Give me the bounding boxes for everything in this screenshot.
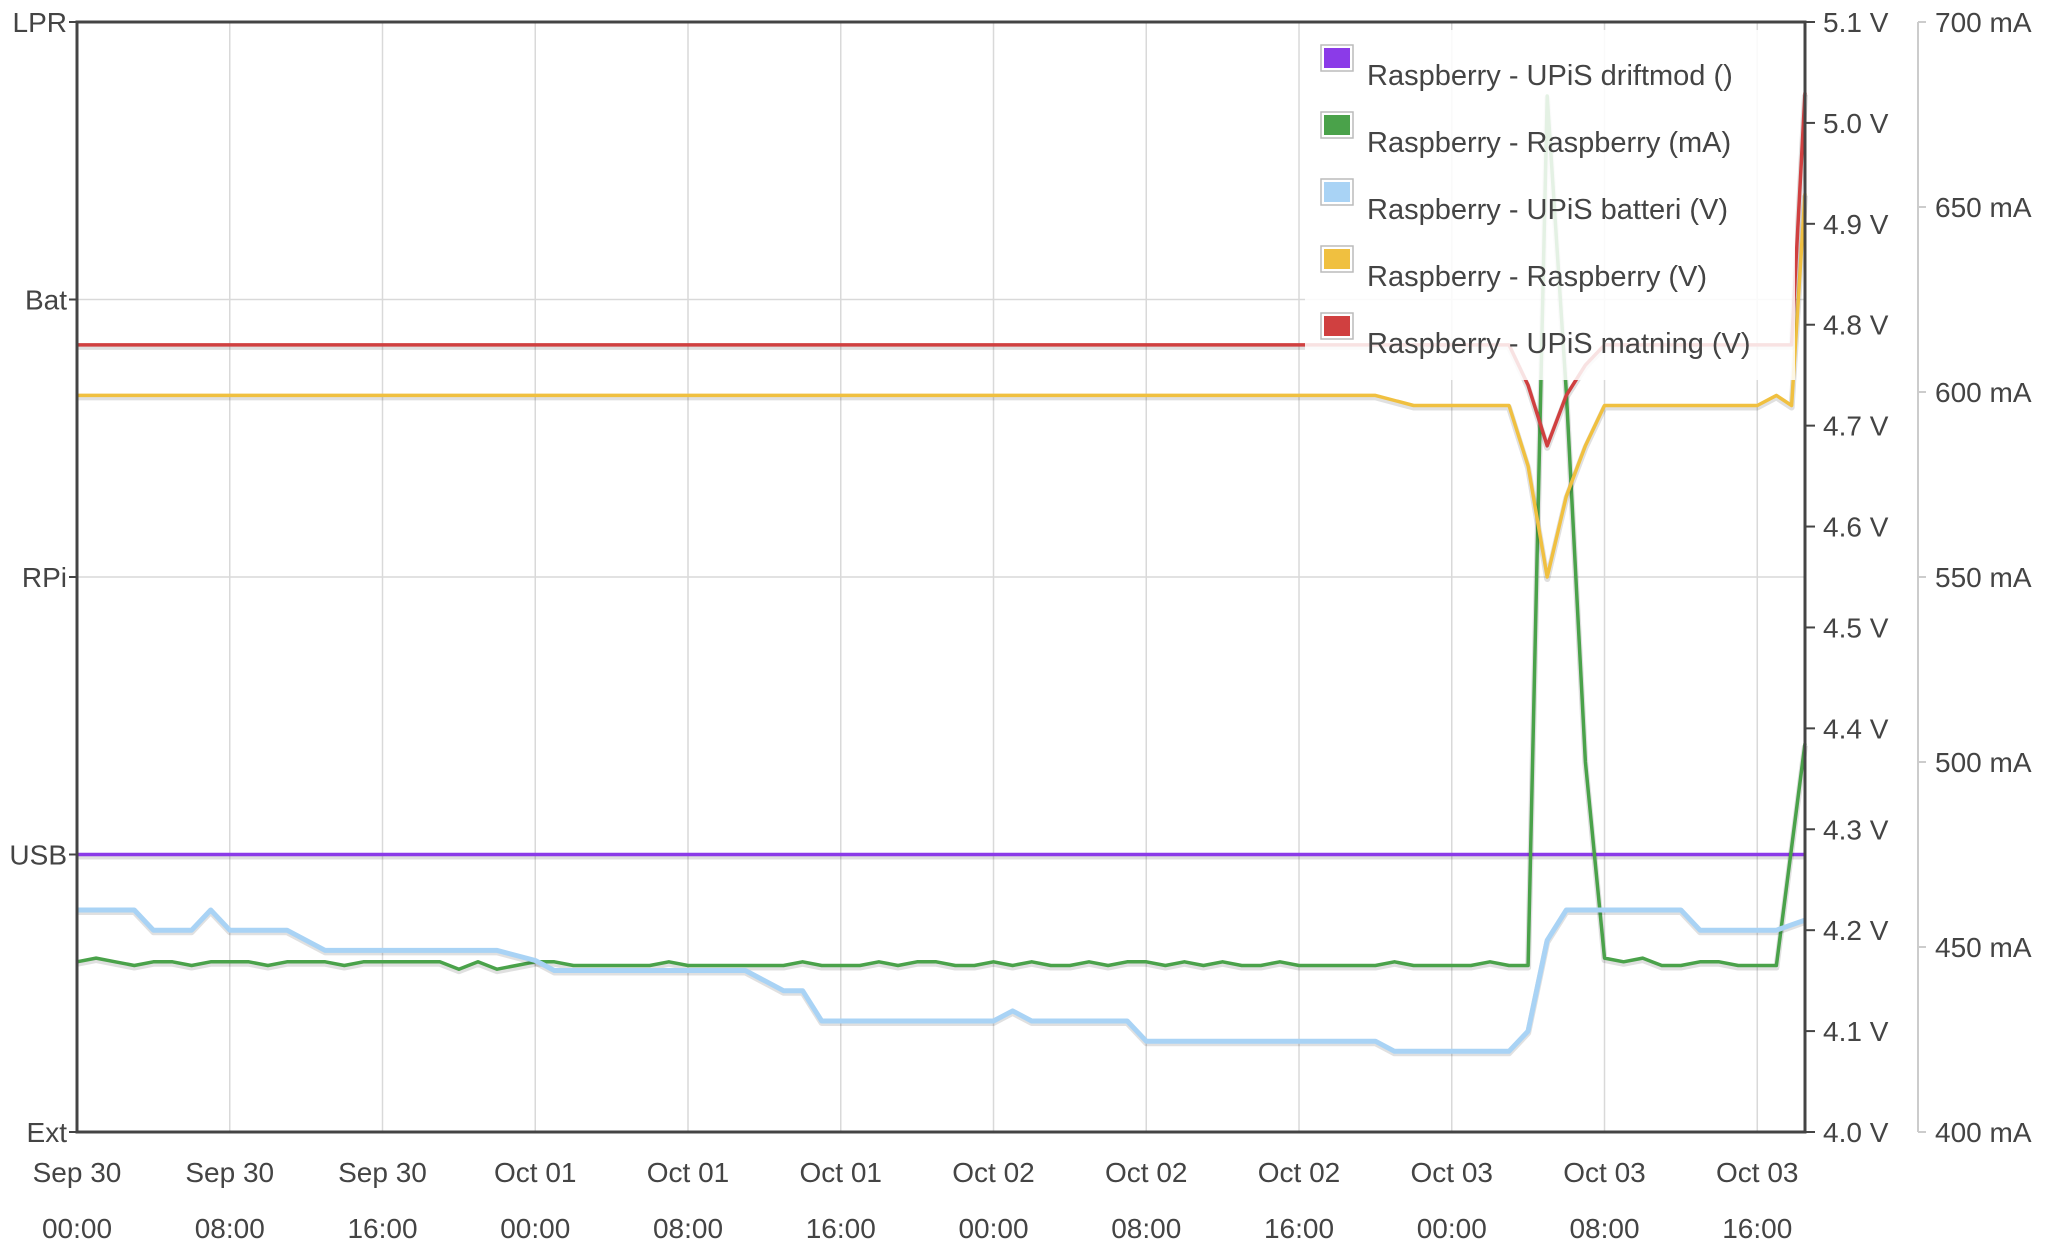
series-line-shadow (77, 909, 1806, 1057)
y-tick-label-mode: LPR (13, 7, 67, 38)
right-axis-current: 400 mA 450 mA 500 mA 550 mA 600 mA 650 mA 700 … (1917, 7, 2032, 1148)
legend-swatch (1324, 115, 1350, 135)
y-tick-label-voltage: 4.4 V (1823, 713, 1889, 744)
y-tick-label-voltage: 4.2 V (1823, 915, 1889, 946)
x-axis: Sep 30 00:00 Sep 30 08:00 Sep 30 16:00 Oct 01 0… (33, 1157, 1799, 1244)
x-tick-label-date: Sep 30 (185, 1157, 274, 1188)
y-tick-label-mode: RPi (22, 562, 67, 593)
legend-label: Raspberry - Raspberry (mA) (1367, 127, 1731, 159)
x-tick-label-date: Oct 01 (647, 1157, 729, 1188)
y-tick-label-voltage: 4.6 V (1823, 512, 1889, 543)
legend-label: Raspberry - UPiS batteri (V) (1367, 194, 1728, 226)
legend-label: Raspberry - UPiS driftmod () (1367, 60, 1733, 92)
legend-swatch (1324, 249, 1350, 269)
y-tick-label-current: 450 mA (1935, 932, 2032, 963)
legend-label: Raspberry - Raspberry (V) (1367, 261, 1707, 293)
series-line-2 (77, 907, 1806, 1054)
legend-background (1305, 30, 1795, 380)
x-tick-label-time: 16:00 (1722, 1213, 1792, 1244)
x-tick-label-date: Oct 02 (1105, 1157, 1187, 1188)
x-tick-label-date: Oct 03 (1716, 1157, 1798, 1188)
x-tick-label-date: Sep 30 (338, 1157, 427, 1188)
y-tick-label-voltage: 5.1 V (1823, 7, 1889, 38)
y-tick-label-voltage: 4.5 V (1823, 612, 1889, 643)
legend-swatch (1324, 48, 1350, 68)
right-axis-voltage: 4.0 V 4.1 V 4.2 V 4.3 V 4.4 V 4.5 V 4.6 V 4.7 V… (1805, 7, 1889, 1148)
y-tick-label-voltage: 4.7 V (1823, 411, 1889, 442)
y-tick-label-voltage: 4.0 V (1823, 1117, 1889, 1148)
x-tick-label-time: 00:00 (500, 1213, 570, 1244)
x-tick-label-time: 16:00 (806, 1213, 876, 1244)
x-tick-label-time: 08:00 (195, 1213, 265, 1244)
x-tick-label-time: 08:00 (1111, 1213, 1181, 1244)
x-tick-label-date: Oct 02 (952, 1157, 1034, 1188)
x-tick-label-time: 00:00 (42, 1213, 112, 1244)
y-tick-label-current: 700 mA (1935, 7, 2032, 38)
legend-swatch (1324, 316, 1350, 336)
x-tick-label-time: 00:00 (1417, 1213, 1487, 1244)
x-tick-label-date: Oct 01 (800, 1157, 882, 1188)
series-line-1 (76, 94, 1807, 971)
series-line-3 (77, 193, 1807, 579)
y-tick-label-current: 500 mA (1935, 747, 2032, 778)
y-tick-label-voltage: 4.1 V (1823, 1016, 1889, 1047)
x-tick-label-date: Oct 03 (1411, 1157, 1493, 1188)
y-tick-label-mode: Bat (25, 285, 67, 316)
x-tick-label-date: Oct 02 (1258, 1157, 1340, 1188)
legend: Raspberry - UPiS driftmod () Raspberry - … (1305, 30, 1795, 380)
x-tick-label-time: 16:00 (1264, 1213, 1334, 1244)
y-tick-label-current: 600 mA (1935, 377, 2032, 408)
series-line-shadow (76, 95, 1808, 975)
x-tick-label-time: 16:00 (347, 1213, 417, 1244)
left-axis-mode: Ext USB RPi Bat LPR (9, 7, 77, 1148)
y-tick-label-mode: USB (9, 840, 67, 871)
y-tick-label-mode: Ext (27, 1117, 68, 1148)
x-tick-label-date: Sep 30 (33, 1157, 122, 1188)
y-tick-label-current: 650 mA (1935, 192, 2032, 223)
y-tick-label-current: 550 mA (1935, 562, 2032, 593)
y-tick-label-current: 400 mA (1935, 1117, 2032, 1148)
x-tick-label-date: Oct 01 (494, 1157, 576, 1188)
y-tick-label-voltage: 4.9 V (1823, 209, 1889, 240)
y-tick-label-voltage: 4.3 V (1823, 814, 1889, 845)
x-tick-label-date: Oct 03 (1563, 1157, 1645, 1188)
x-tick-label-time: 08:00 (1569, 1213, 1639, 1244)
x-tick-label-time: 08:00 (653, 1213, 723, 1244)
x-tick-label-time: 00:00 (958, 1213, 1028, 1244)
y-tick-label-voltage: 5.0 V (1823, 108, 1889, 139)
y-tick-label-voltage: 4.8 V (1823, 310, 1889, 341)
legend-swatch (1324, 182, 1350, 202)
legend-label: Raspberry - UPiS matning (V) (1367, 328, 1751, 360)
